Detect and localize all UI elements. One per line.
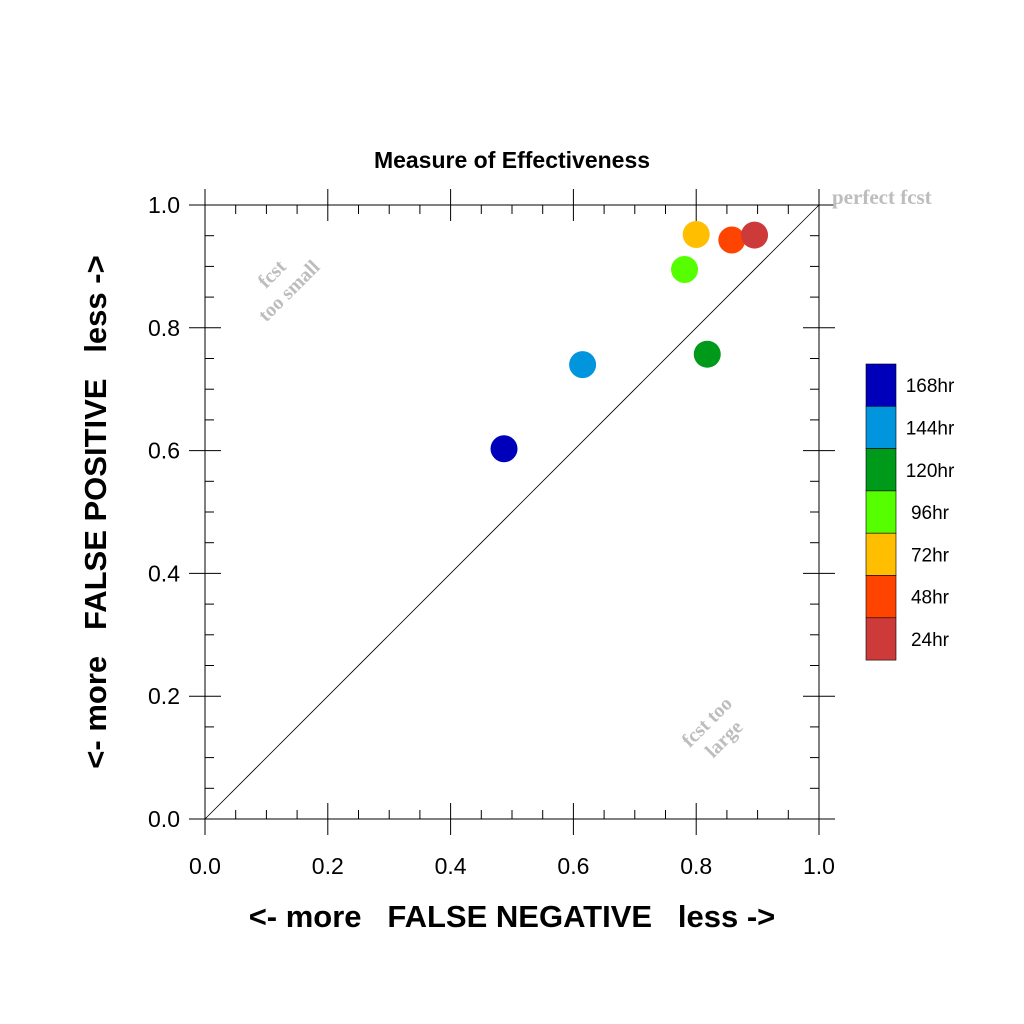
x-tick-label: 0.8 xyxy=(680,853,712,879)
legend-swatch-48hr xyxy=(865,575,897,619)
y-axis-label: <- more FALSE POSITIVE less -> xyxy=(78,255,113,768)
legend: 168hr 144hr 120hr 96hr 72hr 48hr 24hr xyxy=(865,363,955,661)
x-tick-label: 0.0 xyxy=(189,853,221,879)
legend-swatch-72hr xyxy=(865,532,897,576)
legend-swatch-120hr xyxy=(865,448,897,492)
x-tick-label: 0.6 xyxy=(557,853,589,879)
point-72hr xyxy=(682,220,710,248)
point-144hr xyxy=(569,351,597,379)
perfect-forecast-line xyxy=(204,204,820,820)
point-96hr xyxy=(671,255,699,283)
point-24hr xyxy=(741,221,769,249)
point-120hr xyxy=(693,340,721,368)
point-168hr xyxy=(490,435,518,463)
legend-label-48hr: 48hr xyxy=(911,588,950,609)
y-tick-label: 0.6 xyxy=(148,438,180,464)
annotation-too-small: fcst too small xyxy=(254,256,325,327)
point-48hr xyxy=(718,226,746,254)
y-tick-label: 1.0 xyxy=(148,192,180,218)
y-tick-label: 0.8 xyxy=(148,315,180,341)
y-tick-label: 0.0 xyxy=(148,806,180,832)
legend-swatch-144hr xyxy=(865,405,897,449)
legend-swatch-24hr xyxy=(865,617,897,661)
x-tick-label: 1.0 xyxy=(803,853,835,879)
legend-label-96hr: 96hr xyxy=(911,503,950,524)
perfect-fcst-label: perfect fcst xyxy=(832,185,932,209)
legend-swatch-96hr xyxy=(865,490,897,534)
legend-label-144hr: 144hr xyxy=(906,418,955,439)
data-points xyxy=(490,220,769,463)
plot-frame xyxy=(204,204,820,820)
legend-label-72hr: 72hr xyxy=(911,545,950,566)
legend-label-24hr: 24hr xyxy=(911,630,950,651)
x-axis-label: <- more FALSE NEGATIVE less -> xyxy=(249,899,776,934)
annotation-too-large: fcst too large xyxy=(678,693,748,763)
y-tick-label: 0.4 xyxy=(148,560,180,586)
legend-label-168hr: 168hr xyxy=(906,376,955,397)
legend-label-120hr: 120hr xyxy=(906,461,955,482)
legend-swatch-168hr xyxy=(865,363,897,407)
y-tick-label: 0.2 xyxy=(148,683,180,709)
x-tick-label: 0.4 xyxy=(435,853,467,879)
x-tick-label: 0.2 xyxy=(312,853,344,879)
chart-title: Measure of Effectiveness xyxy=(374,147,650,173)
tick-labels: 0.0 0.2 0.4 0.6 0.8 1.0 0.0 0.2 0.4 0.6 0.8 1.0 xyxy=(148,192,835,879)
